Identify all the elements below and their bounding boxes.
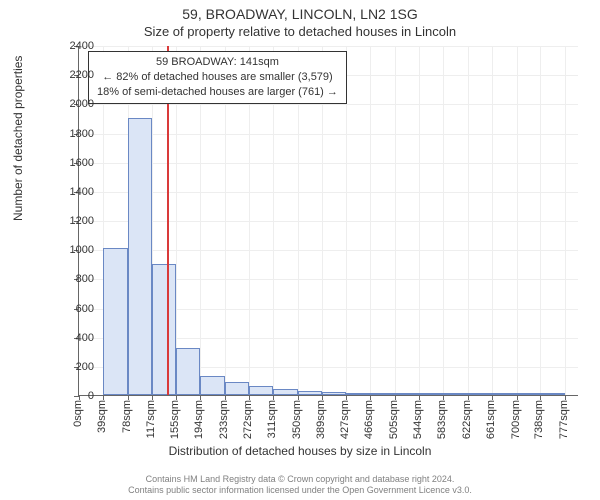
xtick-label: 78sqm — [121, 400, 133, 433]
histogram-bar — [103, 248, 127, 395]
gridline-h — [79, 221, 578, 222]
chart-title-main: 59, BROADWAY, LINCOLN, LN2 1SG — [0, 6, 600, 22]
info-line-2: ← 82% of detached houses are smaller (3,… — [97, 70, 338, 85]
x-axis-label: Distribution of detached houses by size … — [0, 444, 600, 458]
xtick-label: 583sqm — [436, 400, 448, 439]
chart-container: 59, BROADWAY, LINCOLN, LN2 1SG Size of p… — [0, 0, 600, 500]
xtick-label: 738sqm — [533, 400, 545, 439]
xtick-label: 661sqm — [485, 400, 497, 439]
ytick-label: 1000 — [34, 244, 94, 256]
gridline-v — [395, 46, 396, 395]
ytick-label: 2000 — [34, 98, 94, 110]
xtick-label: 389sqm — [315, 400, 327, 439]
ytick-label: 1800 — [34, 128, 94, 140]
ytick-label: 0 — [34, 390, 94, 402]
xtick-label: 117sqm — [145, 400, 157, 438]
gridline-v — [492, 46, 493, 395]
xtick-label: 155sqm — [169, 400, 181, 439]
histogram-bar — [200, 376, 224, 395]
ytick-label: 200 — [34, 361, 94, 373]
attribution-line-2: Contains public sector information licen… — [0, 485, 600, 496]
attribution-text: Contains HM Land Registry data © Crown c… — [0, 474, 600, 497]
histogram-bar — [322, 392, 346, 395]
histogram-bar — [176, 348, 200, 395]
histogram-bar — [419, 393, 443, 395]
xtick-label: 700sqm — [510, 400, 522, 439]
gridline-h — [79, 250, 578, 251]
xtick-label: 39sqm — [96, 400, 108, 433]
attribution-line-1: Contains HM Land Registry data © Crown c… — [0, 474, 600, 485]
gridline-h — [79, 134, 578, 135]
ytick-label: 1200 — [34, 215, 94, 227]
xtick-label: 233sqm — [218, 400, 230, 439]
gridline-v — [468, 46, 469, 395]
histogram-bar — [370, 393, 394, 395]
histogram-bar — [517, 393, 541, 395]
xtick-label: 272sqm — [242, 400, 254, 439]
histogram-bar — [128, 118, 152, 395]
gridline-h — [79, 163, 578, 164]
xtick-label: 466sqm — [363, 400, 375, 439]
gridline-v — [419, 46, 420, 395]
xtick-label: 0sqm — [72, 400, 84, 427]
histogram-bar — [298, 391, 322, 395]
histogram-bar — [395, 393, 419, 395]
chart-title-sub: Size of property relative to detached ho… — [0, 24, 600, 39]
xtick-label: 311sqm — [266, 400, 278, 438]
gridline-v — [370, 46, 371, 395]
xtick-label: 350sqm — [291, 400, 303, 439]
xtick-label: 622sqm — [461, 400, 473, 439]
ytick-label: 2200 — [34, 69, 94, 81]
gridline-v — [517, 46, 518, 395]
y-axis-label: Number of detached properties — [11, 56, 25, 221]
histogram-bar — [468, 393, 492, 395]
histogram-bar — [225, 382, 249, 395]
xtick-label: 427sqm — [339, 400, 351, 439]
ytick-label: 600 — [34, 303, 94, 315]
xtick-label: 544sqm — [412, 400, 424, 439]
info-line-3: 18% of semi-detached houses are larger (… — [97, 85, 338, 100]
xtick-label: 505sqm — [388, 400, 400, 439]
histogram-bar — [346, 393, 370, 395]
histogram-bar — [443, 393, 467, 395]
ytick-label: 1600 — [34, 157, 94, 169]
info-line-1: 59 BROADWAY: 141sqm — [97, 55, 338, 70]
histogram-bar — [273, 389, 297, 395]
gridline-h — [79, 104, 578, 105]
info-annotation-box: 59 BROADWAY: 141sqm ← 82% of detached ho… — [88, 51, 347, 104]
histogram-bar — [492, 393, 516, 395]
gridline-v — [540, 46, 541, 395]
histogram-bar — [540, 393, 564, 395]
ytick-label: 400 — [34, 332, 94, 344]
xtick-label: 777sqm — [558, 400, 570, 439]
ytick-label: 2400 — [34, 40, 94, 52]
gridline-v — [565, 46, 566, 395]
gridline-v — [443, 46, 444, 395]
histogram-bar — [249, 386, 273, 395]
ytick-label: 800 — [34, 273, 94, 285]
xtick-label: 194sqm — [193, 400, 205, 439]
gridline-h — [79, 192, 578, 193]
histogram-bar — [152, 264, 176, 395]
ytick-label: 1400 — [34, 186, 94, 198]
gridline-h — [79, 46, 578, 47]
